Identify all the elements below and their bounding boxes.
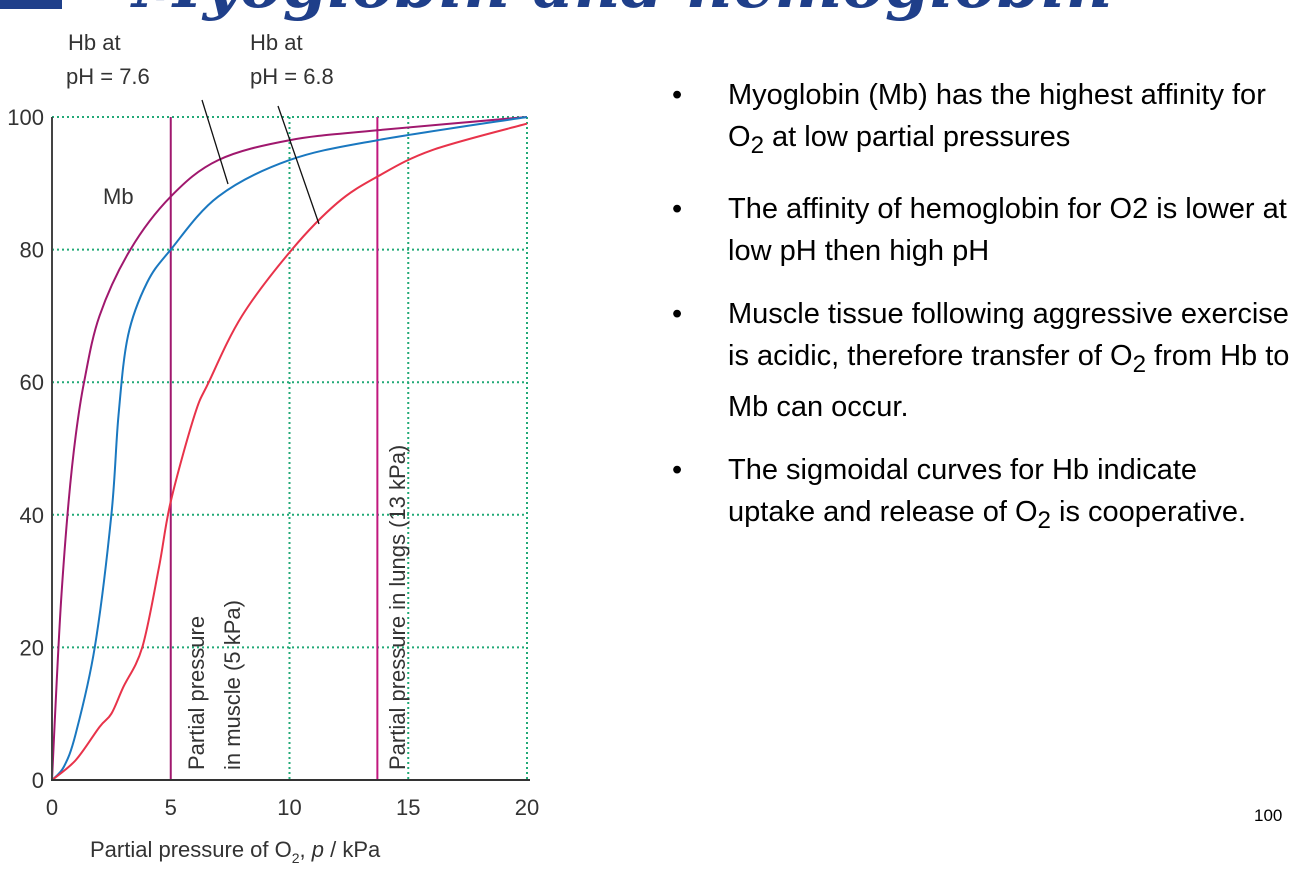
bullet-text: Myoglobin (Mb) has the highest affinity … bbox=[728, 79, 1266, 159]
grid bbox=[52, 116, 528, 780]
bullet-dot-icon: • bbox=[672, 297, 683, 330]
y-tick-label: 100 bbox=[7, 105, 44, 130]
leader-line-hb76 bbox=[201, 99, 229, 185]
y-tick-label: 60 bbox=[20, 370, 44, 395]
bullet-item: • The affinity of hemoglobin for O2 is lo… bbox=[672, 188, 1292, 272]
label-hb76-line2: pH = 7.6 bbox=[66, 64, 150, 89]
y-tick-label: 20 bbox=[20, 635, 44, 660]
page-number: 100 bbox=[1254, 806, 1283, 825]
x-tick-label: 15 bbox=[396, 795, 420, 820]
curve-hb-ph7-6 bbox=[51, 116, 528, 781]
curve-hb-ph6-8 bbox=[51, 122, 528, 781]
bullet-list: • Myoglobin (Mb) has the highest affinity… bbox=[672, 74, 1292, 562]
bullet-text: The affinity of hemoglobin for O2 is low… bbox=[728, 192, 1287, 267]
lungs-label: Partial pressure in lungs (13 kPa) bbox=[385, 445, 410, 770]
label-hb68-line1: Hb at bbox=[250, 30, 303, 55]
bullet-item: • Myoglobin (Mb) has the highest affinity… bbox=[672, 74, 1292, 167]
bullet-dot-icon: • bbox=[672, 453, 683, 486]
reference-lines bbox=[169, 117, 379, 780]
y-tick-label: 80 bbox=[20, 238, 44, 263]
y-tick-label: 0 bbox=[32, 768, 44, 793]
x-axis-label: Partial pressure of O2, p / kPa bbox=[90, 837, 381, 866]
leader-line-hb68 bbox=[277, 105, 320, 225]
title-accent-bar bbox=[0, 0, 62, 9]
x-tick-label: 20 bbox=[515, 795, 539, 820]
muscle-label-line2: in muscle (5 kPa) bbox=[220, 600, 245, 770]
slide-title: Myoglobin and hemoglobin bbox=[132, 0, 1112, 23]
label-hb68-line2: pH = 6.8 bbox=[250, 64, 334, 89]
bullet-dot-icon: • bbox=[672, 79, 683, 111]
x-tick-label: 0 bbox=[46, 795, 58, 820]
label-hb76-line1: Hb at bbox=[68, 30, 121, 55]
x-tick-label: 5 bbox=[165, 795, 177, 820]
bullet-item: • Muscle tissue following aggressive exer… bbox=[672, 293, 1292, 428]
muscle-label-line1: Partial pressure bbox=[184, 616, 209, 770]
bullet-item: • The sigmoidal curves for Hb indicate up… bbox=[672, 449, 1292, 542]
label-mb: Mb bbox=[103, 184, 134, 209]
x-tick-label: 10 bbox=[277, 795, 301, 820]
bullet-text: The sigmoidal curves for Hb indicate upt… bbox=[728, 453, 1247, 534]
oxygen-dissociation-chart: 0 20 40 60 80 100 0 5 10 15 20 Partial pressure of… bbox=[7, 30, 539, 866]
curve-mb bbox=[51, 116, 528, 781]
y-tick-label: 40 bbox=[20, 503, 44, 528]
bullet-text: Muscle tissue following aggressive exerc… bbox=[728, 297, 1290, 423]
bullet-dot-icon: • bbox=[672, 192, 683, 225]
curves bbox=[51, 116, 528, 781]
